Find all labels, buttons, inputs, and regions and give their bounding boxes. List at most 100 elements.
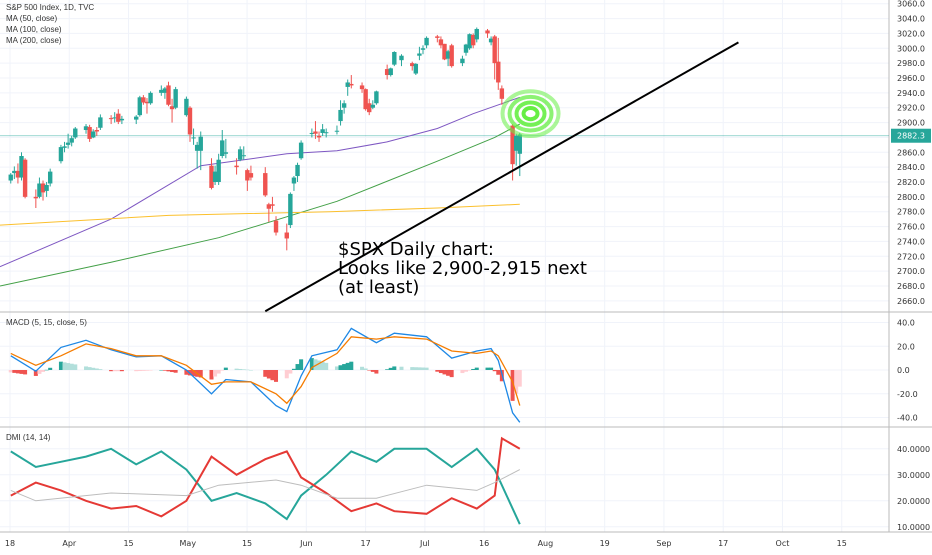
macd-histogram-bar: [388, 367, 393, 370]
ma100-legend: MA (100, close): [6, 25, 62, 34]
dmi-series-line: [10, 447, 521, 525]
x-axis-tick-label: May: [180, 539, 197, 548]
macd-histogram-bar: [234, 368, 239, 370]
candle-body: [474, 28, 479, 40]
macd-histogram-bar: [166, 370, 171, 372]
candle-body: [367, 103, 372, 113]
candle-body: [162, 88, 168, 93]
macd-histogram-bar: [363, 368, 368, 370]
macd-histogram-bar: [299, 359, 304, 370]
candle-body: [438, 39, 444, 46]
x-axis-tick-label: Jul: [419, 539, 430, 548]
price-axis-tick-label: 2820.0: [897, 178, 925, 187]
candle-body: [410, 63, 415, 67]
candle-body: [166, 85, 171, 105]
moving-average-line: [0, 123, 521, 287]
macd-histogram-bar: [263, 370, 268, 377]
candle-body: [223, 152, 229, 154]
candle-body: [291, 177, 297, 184]
macd-histogram-bar: [216, 370, 221, 374]
candle-body: [94, 130, 99, 132]
candle-body: [263, 173, 268, 196]
candle-body: [295, 164, 300, 177]
macd-histogram-bar: [238, 368, 243, 370]
candle-body: [496, 61, 501, 83]
candle-body: [241, 155, 246, 157]
candle-body: [334, 130, 340, 132]
candle-body: [470, 34, 476, 46]
macd-histogram-bar: [191, 370, 196, 377]
dmi-axis-tick-label: 10.0000: [897, 523, 930, 532]
trendline: [264, 41, 739, 313]
macd-histogram-bar: [324, 362, 329, 370]
macd-histogram-bar: [342, 364, 347, 370]
annotation-text: Looks like 2,900-2,915 next: [338, 258, 587, 279]
candle-body: [517, 134, 522, 154]
macd-histogram-bar: [417, 367, 422, 370]
price-axis-tick-label: 2680.0: [897, 282, 925, 291]
price-axis-tick-label: 2980.0: [897, 59, 925, 68]
macd-histogram-bar: [446, 370, 451, 376]
target-ring: [521, 106, 540, 122]
macd-histogram-bar: [492, 370, 497, 372]
candle-body: [392, 52, 397, 65]
candle-body: [169, 106, 175, 110]
macd-histogram-bar: [360, 366, 365, 370]
macd-histogram-bar: [517, 370, 522, 387]
candle-body: [485, 30, 490, 34]
macd-histogram-bar: [141, 370, 146, 371]
price-axis-tick-label: 2840.0: [897, 163, 925, 172]
candle-body: [69, 138, 74, 143]
candle-body: [313, 131, 318, 134]
candle-body: [173, 89, 178, 108]
candle-body: [463, 44, 469, 53]
macd-histogram-bar: [514, 370, 519, 394]
price-axis-tick-label: 2920.0: [897, 104, 925, 113]
candle-body: [112, 117, 117, 119]
x-axis-tick-label: Sep: [656, 539, 671, 548]
macd-histogram-bar: [62, 362, 67, 370]
candle-body: [417, 53, 422, 56]
macd-histogram-bar: [413, 367, 418, 370]
price-axis-tick-label: 2960.0: [897, 74, 925, 83]
last-price-badge: [891, 128, 931, 143]
macd-histogram-bar: [338, 365, 343, 370]
candle-body: [83, 126, 89, 130]
macd-histogram-bar: [116, 370, 121, 372]
macd-histogram-bar: [84, 366, 89, 370]
candle-body: [22, 159, 28, 197]
macd-histogram-bar: [223, 367, 228, 370]
candle-body: [384, 69, 390, 76]
macd-histogram-bar: [148, 370, 153, 371]
target-ring: [507, 94, 554, 133]
macd-histogram-bar: [220, 370, 225, 371]
macd-histogram-bar: [248, 370, 253, 371]
macd-legend: MACD (5, 15, close, 5): [6, 318, 87, 327]
candle-body: [62, 146, 67, 148]
price-axis-tick-label: 3000.0: [897, 44, 925, 53]
candle-body: [488, 38, 494, 43]
macd-histogram-bar: [424, 367, 429, 370]
macd-histogram-bar: [48, 367, 53, 370]
macd-histogram-bar: [209, 370, 214, 380]
candle-body: [216, 159, 221, 182]
x-axis-tick-label: Oct: [776, 539, 790, 548]
x-axis-tick-label: 17: [361, 539, 371, 548]
candle-body: [40, 183, 46, 193]
dmi-axis-tick-label: 40.0000: [897, 445, 930, 454]
candle-body: [442, 43, 447, 60]
candle-body: [184, 98, 189, 116]
x-axis-tick-label: 15: [242, 539, 252, 548]
macd-histogram-bar: [392, 366, 397, 370]
macd-histogram-bar: [162, 370, 167, 371]
candle-body: [98, 117, 103, 128]
ma200-legend: MA (200, close): [6, 36, 62, 45]
macd-histogram-bar: [295, 364, 300, 370]
candle-body: [374, 91, 379, 104]
price-axis-tick-label: 2660.0: [897, 297, 925, 306]
candle-body: [234, 165, 239, 168]
macd-histogram-bar: [213, 370, 218, 377]
candle-body: [119, 118, 125, 121]
macd-histogram-bar: [485, 367, 490, 370]
